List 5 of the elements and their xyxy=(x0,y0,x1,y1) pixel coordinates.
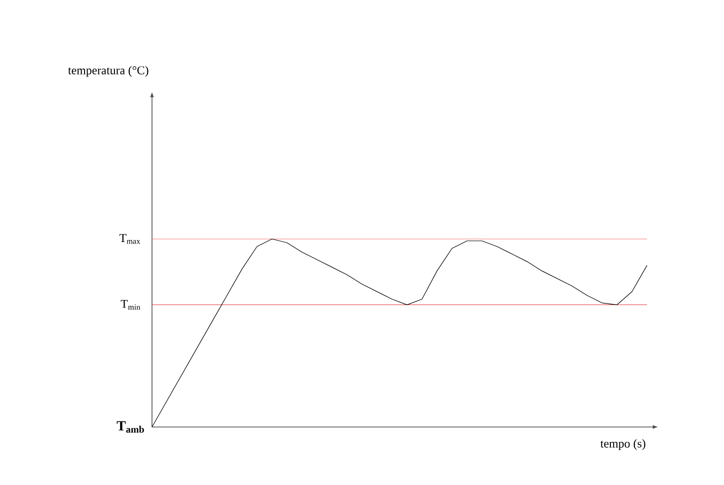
text: temperatura (°C) xyxy=(68,66,148,77)
ref-line-label: T$_{max}$ xyxy=(120,234,140,244)
ref-line-label: T$_{min}$ xyxy=(120,300,140,310)
text: T$_{amb}$ xyxy=(116,421,144,433)
x-axis-title: tempo (s) xyxy=(600,439,646,450)
